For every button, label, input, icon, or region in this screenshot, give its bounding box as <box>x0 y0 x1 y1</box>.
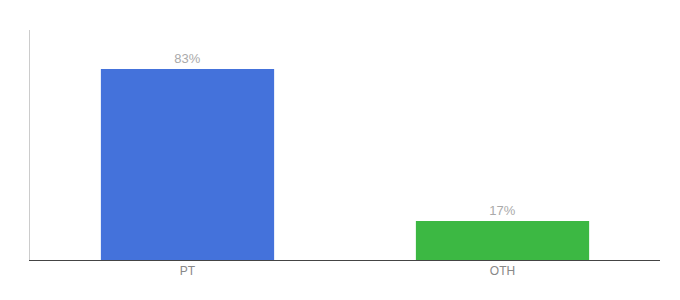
svg-text:17%: 17% <box>489 203 515 218</box>
svg-text:83%: 83% <box>174 51 200 66</box>
svg-text:PT: PT <box>180 264 196 278</box>
svg-text:OTH: OTH <box>490 264 515 278</box>
